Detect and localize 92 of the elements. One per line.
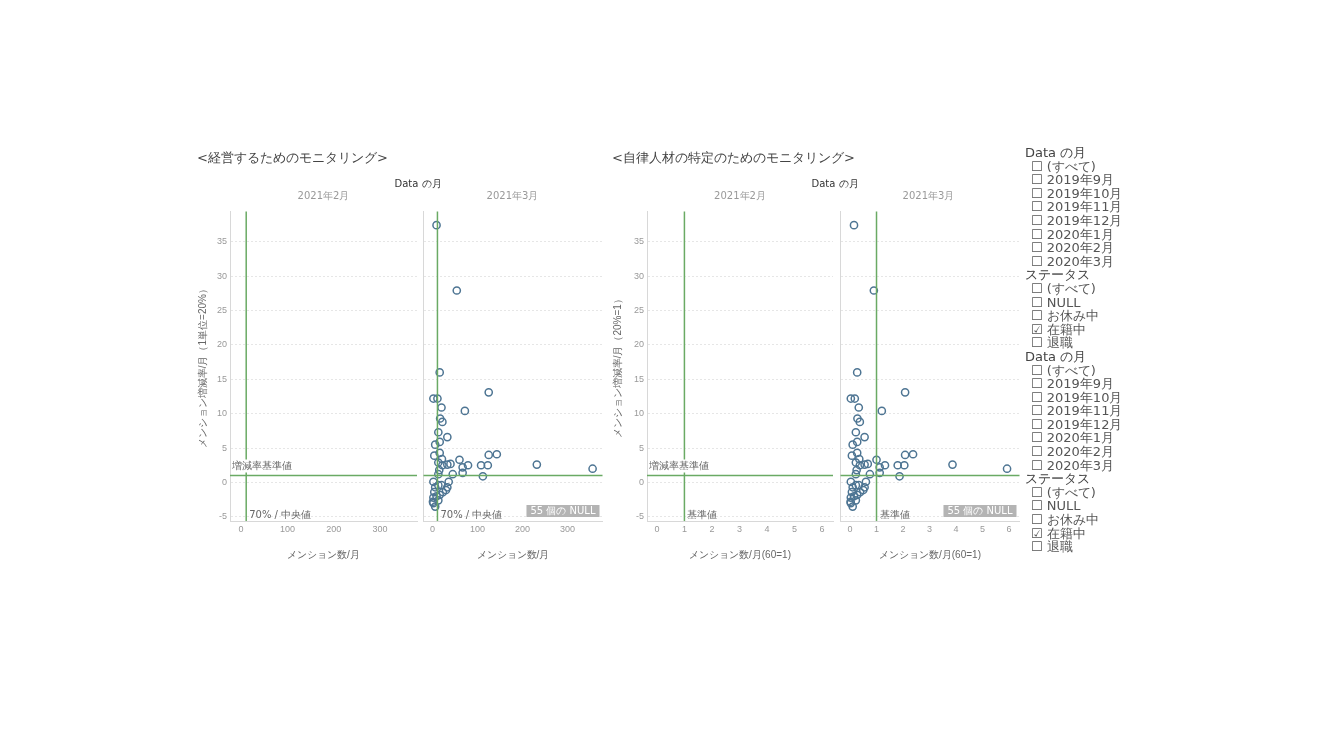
x-tick-label: 5 [791,523,797,534]
x-tick-label: 200 [514,523,530,534]
y-tick-label: 30 [216,270,227,281]
x-tick-label: 1 [874,523,880,534]
chart-title: <経営するためのモニタリング> [197,149,388,167]
text: Data の月 [811,177,859,191]
x-tick-label: 300 [372,523,388,534]
chart-subtitle: 2021年2月 [713,189,767,203]
text: Data の月 [1025,348,1088,364]
ref-line-label: 基準値 [687,508,718,520]
text: ☐ 2020年3月 [1030,253,1116,269]
y-axis-title: メンション増減率/月（1単位=20%） [196,284,208,449]
x-axis-title: メンション数/月(60=1) [689,548,791,560]
chart-subtitle: 2021年3月 [901,189,956,203]
text: ☐ NULL [1030,498,1081,514]
y-tick-label: 10 [633,408,644,419]
text: ☐ 2020年1月 [1030,226,1115,242]
text: ☐ 退職 [1030,335,1073,351]
text: ☐ 2020年2月 [1030,444,1116,460]
text: Data の月 [1025,145,1088,160]
ref-line-label: 増減率基準値 [648,460,709,472]
chart-title: <自律人材の特定のためのモニタリング> [612,149,855,167]
annotation: 55 個の NULL [947,505,1013,517]
x-tick-label: 5 [979,523,985,534]
y-tick-label: -5 [635,511,644,522]
text: ☐ 2019年11月 [1030,403,1123,419]
text: ☐ 退職 [1030,539,1073,555]
text: ☐ 2019年11月 [1030,199,1123,215]
text: ☐ 2019年9月 [1030,172,1116,188]
ref-line-label: 基準値 [879,508,910,520]
x-axis-title: メンション数/月 [476,548,550,560]
text: ☐ 2019年10月 [1030,185,1123,201]
annotation: 55 個の NULL [530,505,596,517]
x-tick-label: 4 [953,523,959,534]
y-tick-label: 10 [216,408,227,419]
x-axis-title: メンション数/月 [287,548,360,560]
y-tick-label: -5 [218,511,227,522]
y-tick-label: 5 [638,442,644,453]
y-tick-label: 25 [216,304,227,315]
text: ☑ 在籍中 [1030,321,1086,337]
x-tick-label: 300 [559,523,575,534]
text: ステータス [1025,471,1090,487]
text: ☐ 2019年9月 [1030,376,1116,392]
y-tick-label: 30 [633,270,644,281]
y-tick-label: 5 [221,442,227,453]
ref-line-label: 70% / 中央値 [440,508,503,520]
x-tick-label: 100 [469,523,485,534]
text: ☐ 2019年10月 [1030,389,1123,405]
text: ☑ 在籍中 [1030,525,1086,541]
chart-subtitle: 2021年2月 [296,189,351,203]
text: ☐ 2020年1月 [1030,430,1115,446]
x-tick-label: 100 [279,523,295,534]
y-tick-label: 25 [633,304,644,315]
text: ☐ (すべて) [1030,484,1097,500]
text: ☐ 2020年3月 [1030,457,1116,473]
y-tick-label: 15 [216,373,227,384]
x-tick-label: 0 [654,523,660,534]
y-tick-label: 20 [633,339,644,350]
text: ☐ (すべて) [1030,158,1097,174]
y-tick-label: 0 [221,476,227,487]
y-tick-label: 35 [216,236,227,247]
text: ステータス [1025,267,1090,283]
y-tick-label: 0 [638,476,644,487]
text: ☐ 2019年12月 [1030,212,1123,228]
x-tick-label: 0 [238,523,244,534]
x-tick-label: 0 [847,523,853,534]
text: ☐ 2020年2月 [1030,240,1116,256]
x-tick-label: 6 [1006,523,1012,534]
x-tick-label: 4 [764,523,770,534]
x-tick-label: 2 [709,523,715,534]
y-tick-label: 20 [216,339,227,350]
ref-line-label: 増減率基準値 [231,460,292,472]
y-tick-label: 35 [633,236,644,247]
ref-line-label: 70% / 中央値 [249,508,312,520]
x-tick-label: 6 [819,523,825,534]
x-tick-label: 2 [900,523,906,534]
chart-subtitle: 2021年3月 [485,189,540,203]
x-tick-label: 3 [926,523,932,534]
x-tick-label: 3 [736,523,742,534]
y-axis-title: メンション増減率/月（20%=1） [611,294,623,439]
text: ☐ (すべて) [1030,280,1097,296]
text: ☐ NULL [1030,294,1081,310]
y-tick-label: 15 [633,373,644,384]
text: ☐ 2019年12月 [1030,416,1123,432]
text: Data の月 [394,177,442,191]
x-tick-label: 0 [429,523,435,534]
text: ☐ お休み中 [1030,308,1100,324]
x-axis-title: メンション数/月(60=1) [879,548,981,560]
x-tick-label: 200 [326,523,342,534]
text: ☐ お休み中 [1030,512,1100,528]
x-tick-label: 1 [681,523,687,534]
text: ☐ (すべて) [1030,362,1097,378]
